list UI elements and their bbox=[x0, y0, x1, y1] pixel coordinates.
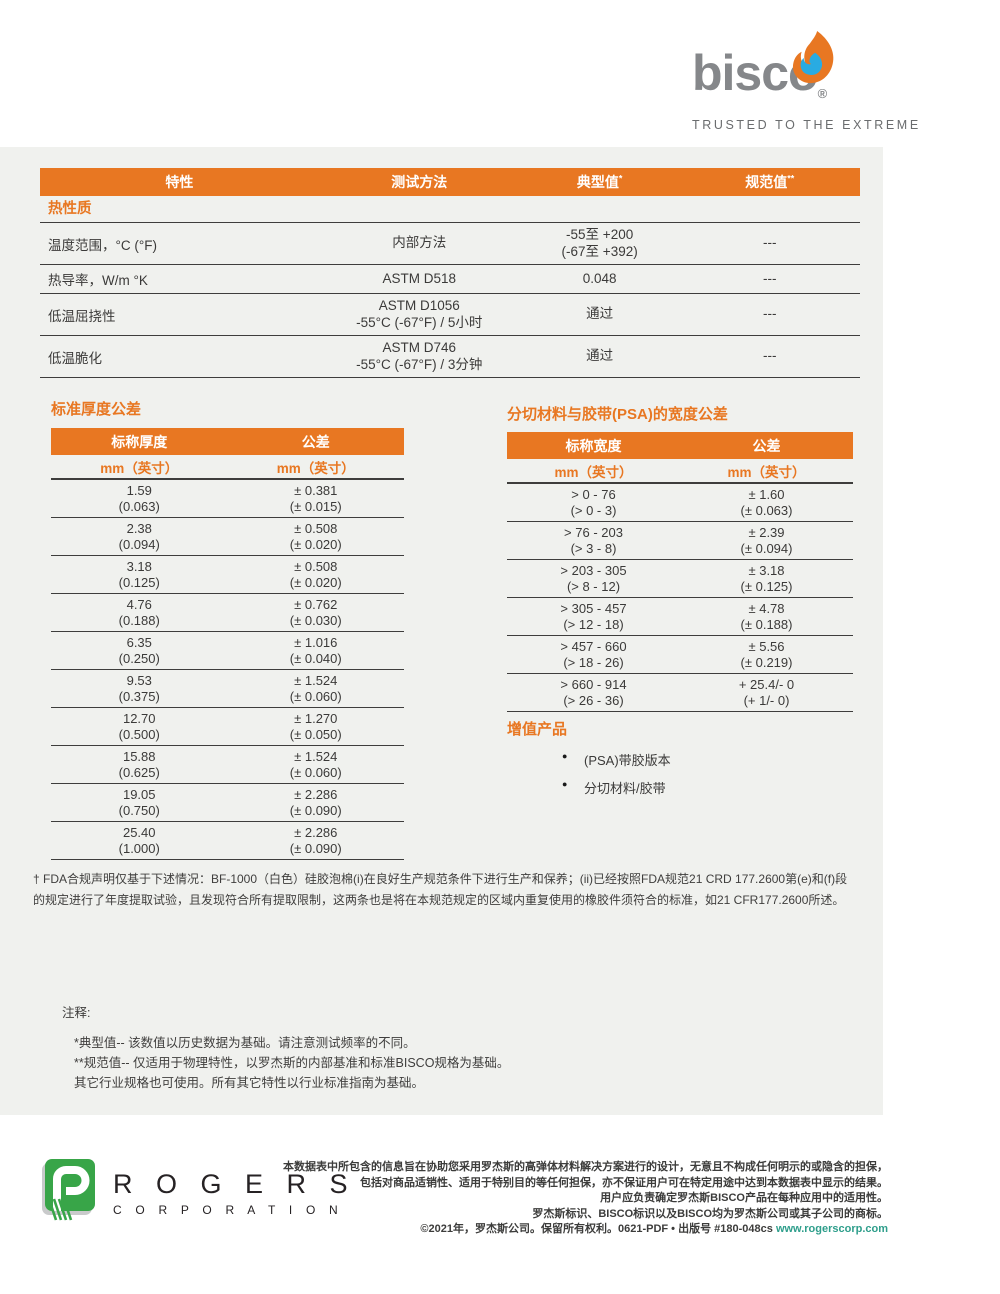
list-item: 分切材料/胶带 bbox=[562, 778, 671, 797]
legal-line: 用户应负责确定罗杰斯BISCO产品在每种应用中的适用性。 bbox=[600, 1192, 888, 1204]
brand-tagline: TRUSTED TO THE EXTREME bbox=[692, 118, 921, 132]
table-row: 热导率，W/m °K ASTM D518 0.048 --- bbox=[40, 265, 860, 294]
legal-line: 本数据表中所包含的信息旨在协助您采用罗杰斯的高弹体材料解决方案进行的设计，无意且… bbox=[283, 1161, 888, 1173]
width-table-title: 分切材料与胶带(PSA)的宽度公差 bbox=[507, 406, 728, 423]
copyright-line: ©2021年，罗杰斯公司。保留所有权利。0621-PDF • 出版号 #180-… bbox=[420, 1223, 888, 1235]
table-row: > 305 - 457 (> 12 - 18) ± 4.78 (± 0.188) bbox=[507, 598, 853, 636]
table-row: 9.53 (0.375) ± 1.524 (± 0.060) bbox=[51, 670, 404, 708]
rogers-logo: R O G E R S C O R P O R A T I O N bbox=[35, 1157, 356, 1228]
table-row: 温度范围，°C (°F) 内部方法 -55至 +200 (-67至 +392) -… bbox=[40, 223, 860, 265]
rogers-corporation: C O R P O R A T I O N bbox=[113, 1202, 343, 1217]
unit-header-row: mm（英寸） mm（英寸） bbox=[507, 459, 853, 484]
table-row: 2.38 (0.094) ± 0.508 (± 0.020) bbox=[51, 518, 404, 556]
table-row: 12.70 (0.500) ± 1.270 (± 0.050) bbox=[51, 708, 404, 746]
table-row: 19.05 (0.750) ± 2.286 (± 0.090) bbox=[51, 784, 404, 822]
table-row: 15.88 (0.625) ± 1.524 (± 0.060) bbox=[51, 746, 404, 784]
rogers-logo-icon bbox=[35, 1157, 101, 1228]
table-row: 1.59 (0.063) ± 0.381 (± 0.015) bbox=[51, 480, 404, 518]
header-property: 特性 bbox=[165, 174, 194, 190]
thickness-table-title: 标准厚度公差 bbox=[51, 401, 142, 418]
legal-line: 包括对商品适销性、适用于特别目的等任何担保，亦不保证用户可在特定用途中达到本数据… bbox=[360, 1176, 888, 1189]
value-added-list: (PSA)带胶版本 分切材料/胶带 bbox=[562, 750, 671, 806]
note-line: 其它行业规格也可使用。所有其它特性以行业标准指南为基础。 bbox=[74, 1076, 425, 1090]
rogerscorp-link[interactable]: www.rogerscorp.com bbox=[775, 1223, 888, 1235]
header-typical-value: 典型值* bbox=[576, 173, 623, 190]
flame-icon bbox=[790, 30, 836, 95]
width-tolerance-table: 标称宽度 公差 mm（英寸） mm（英寸） > 0 - 76 (> 0 - 3) ±… bbox=[507, 432, 853, 712]
thermal-properties-table: 特性 测试方法 典型值* 规范值** 热性质 温度范围，°C (°F) 内部方法… bbox=[40, 168, 860, 378]
unit-header-row: mm（英寸） mm（英寸） bbox=[51, 455, 404, 480]
bisco-logo: bisco® TRUSTED TO THE EXTREME bbox=[692, 31, 921, 132]
list-item: (PSA)带胶版本 bbox=[562, 750, 671, 769]
header-test-method: 测试方法 bbox=[391, 174, 448, 190]
table-row: 低温脆化 ASTM D746 -55°C (-67°F) / 3分钟 通过 --- bbox=[40, 336, 860, 378]
legal-line: 罗杰斯标识、BISCO标识以及BISCO均为罗杰斯公司或其子公司的商标。 bbox=[532, 1207, 888, 1220]
header-spec-value: 规范值** bbox=[745, 173, 795, 190]
registered-trademark-symbol: ® bbox=[817, 86, 828, 101]
value-added-title: 增值产品 bbox=[507, 721, 568, 738]
table-header-row: 标称宽度 公差 bbox=[507, 432, 853, 459]
fda-compliance-note: † FDA合规声明仅基于下述情况：BF-1000（白色）硅胶泡棉(i)在良好生产… bbox=[33, 872, 848, 907]
table-row: 3.18 (0.125) ± 0.508 (± 0.020) bbox=[51, 556, 404, 594]
note-line: **规范值-- 仅适用于物理特性，以罗杰斯的内部基准和标准BISCO规格为基础。 bbox=[74, 1056, 510, 1070]
table-row: > 457 - 660 (> 18 - 26) ± 5.56 (± 0.219) bbox=[507, 636, 853, 674]
table-header-row: 标称厚度 公差 bbox=[51, 428, 404, 455]
table-row: > 76 - 203 (> 3 - 8) ± 2.39 (± 0.094) bbox=[507, 522, 853, 560]
note-line: *典型值-- 该数值以历史数据为基础。请注意测试频率的不同。 bbox=[74, 1036, 416, 1050]
table-row: 4.76 (0.188) ± 0.762 (± 0.030) bbox=[51, 594, 404, 632]
notes-title: 注释: bbox=[62, 1006, 91, 1020]
notes-section: 注释: *典型值-- 该数值以历史数据为基础。请注意测试频率的不同。 **规范值… bbox=[62, 1002, 509, 1093]
table-row: > 0 - 76 (> 0 - 3) ± 1.60 (± 0.063) bbox=[507, 484, 853, 522]
thickness-tolerance-table: 标称厚度 公差 mm（英寸） mm（英寸） 1.59 (0.063) ± 0.381… bbox=[51, 428, 404, 860]
table-row: 低温屈挠性 ASTM D1056 -55°C (-67°F) / 5小时 通过 -… bbox=[40, 294, 860, 336]
table-row: > 203 - 305 (> 8 - 12) ± 3.18 (± 0.125) bbox=[507, 560, 853, 598]
rogers-name: R O G E R S bbox=[113, 1168, 356, 1199]
table-row: 25.40 (1.000) ± 2.286 (± 0.090) bbox=[51, 822, 404, 860]
legal-text: 本数据表中所包含的信息旨在协助您采用罗杰斯的高弹体材料解决方案进行的设计，无意且… bbox=[248, 1160, 888, 1238]
table-row: 6.35 (0.250) ± 1.016 (± 0.040) bbox=[51, 632, 404, 670]
table-row: > 660 - 914 (> 26 - 36) + 25.4/- 0 (+ 1/- 0… bbox=[507, 674, 853, 712]
table-header-row: 特性 测试方法 典型值* 规范值** bbox=[40, 168, 860, 196]
section-thermal-properties: 热性质 bbox=[40, 196, 860, 223]
